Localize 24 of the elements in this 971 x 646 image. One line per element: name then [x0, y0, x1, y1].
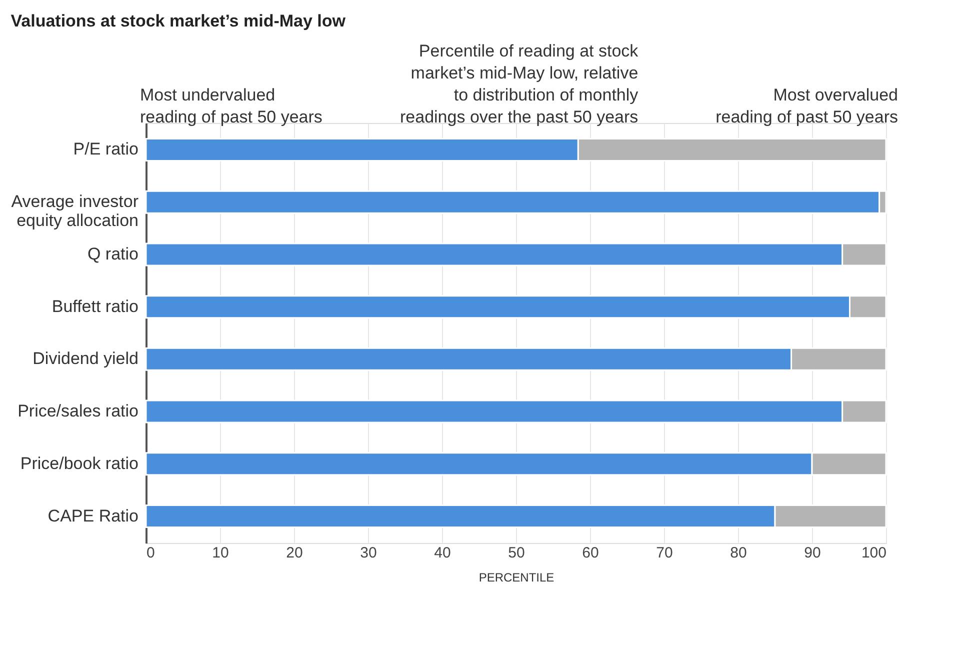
y-tick-label: Buffett ratio: [52, 296, 138, 316]
x-tick-label: 60: [582, 544, 599, 562]
chart-title: Valuations at stock market’s mid-May low: [10, 12, 346, 31]
x-axis-title: PERCENTILE: [478, 570, 554, 584]
x-tick-label: 0: [146, 544, 155, 562]
x-tick-label: 100: [861, 544, 886, 562]
annotation: Percentile of reading at stock market’s mid-May low, relative to distribution of monthly readings over the past 50 years: [400, 42, 639, 127]
x-tick-label: 80: [730, 544, 747, 562]
y-tick-label: CAPE Ratio: [48, 506, 138, 526]
y-tick-label: Q ratio: [87, 244, 138, 264]
y-tick-label: P/E ratio: [73, 140, 138, 159]
y-tick-label: Dividend yield: [32, 349, 138, 368]
x-tick-label: 40: [434, 544, 451, 562]
y-tick-label: Price/book ratio: [20, 454, 138, 473]
x-tick-label: 90: [804, 544, 821, 562]
x-tick-label: 50: [508, 544, 525, 562]
x-tick-label: 10: [212, 544, 229, 562]
annotation: Most overvalued reading of past 50 years: [716, 86, 898, 127]
y-tick-label: Average investor equity allocation: [11, 192, 139, 230]
x-tick-label: 30: [360, 544, 377, 562]
y-tick-label: Price/sales ratio: [18, 402, 138, 421]
annotation: Most undervalued reading of past 50 years: [140, 86, 322, 127]
x-tick-label: 70: [656, 544, 673, 562]
x-tick-label: 20: [286, 544, 303, 562]
